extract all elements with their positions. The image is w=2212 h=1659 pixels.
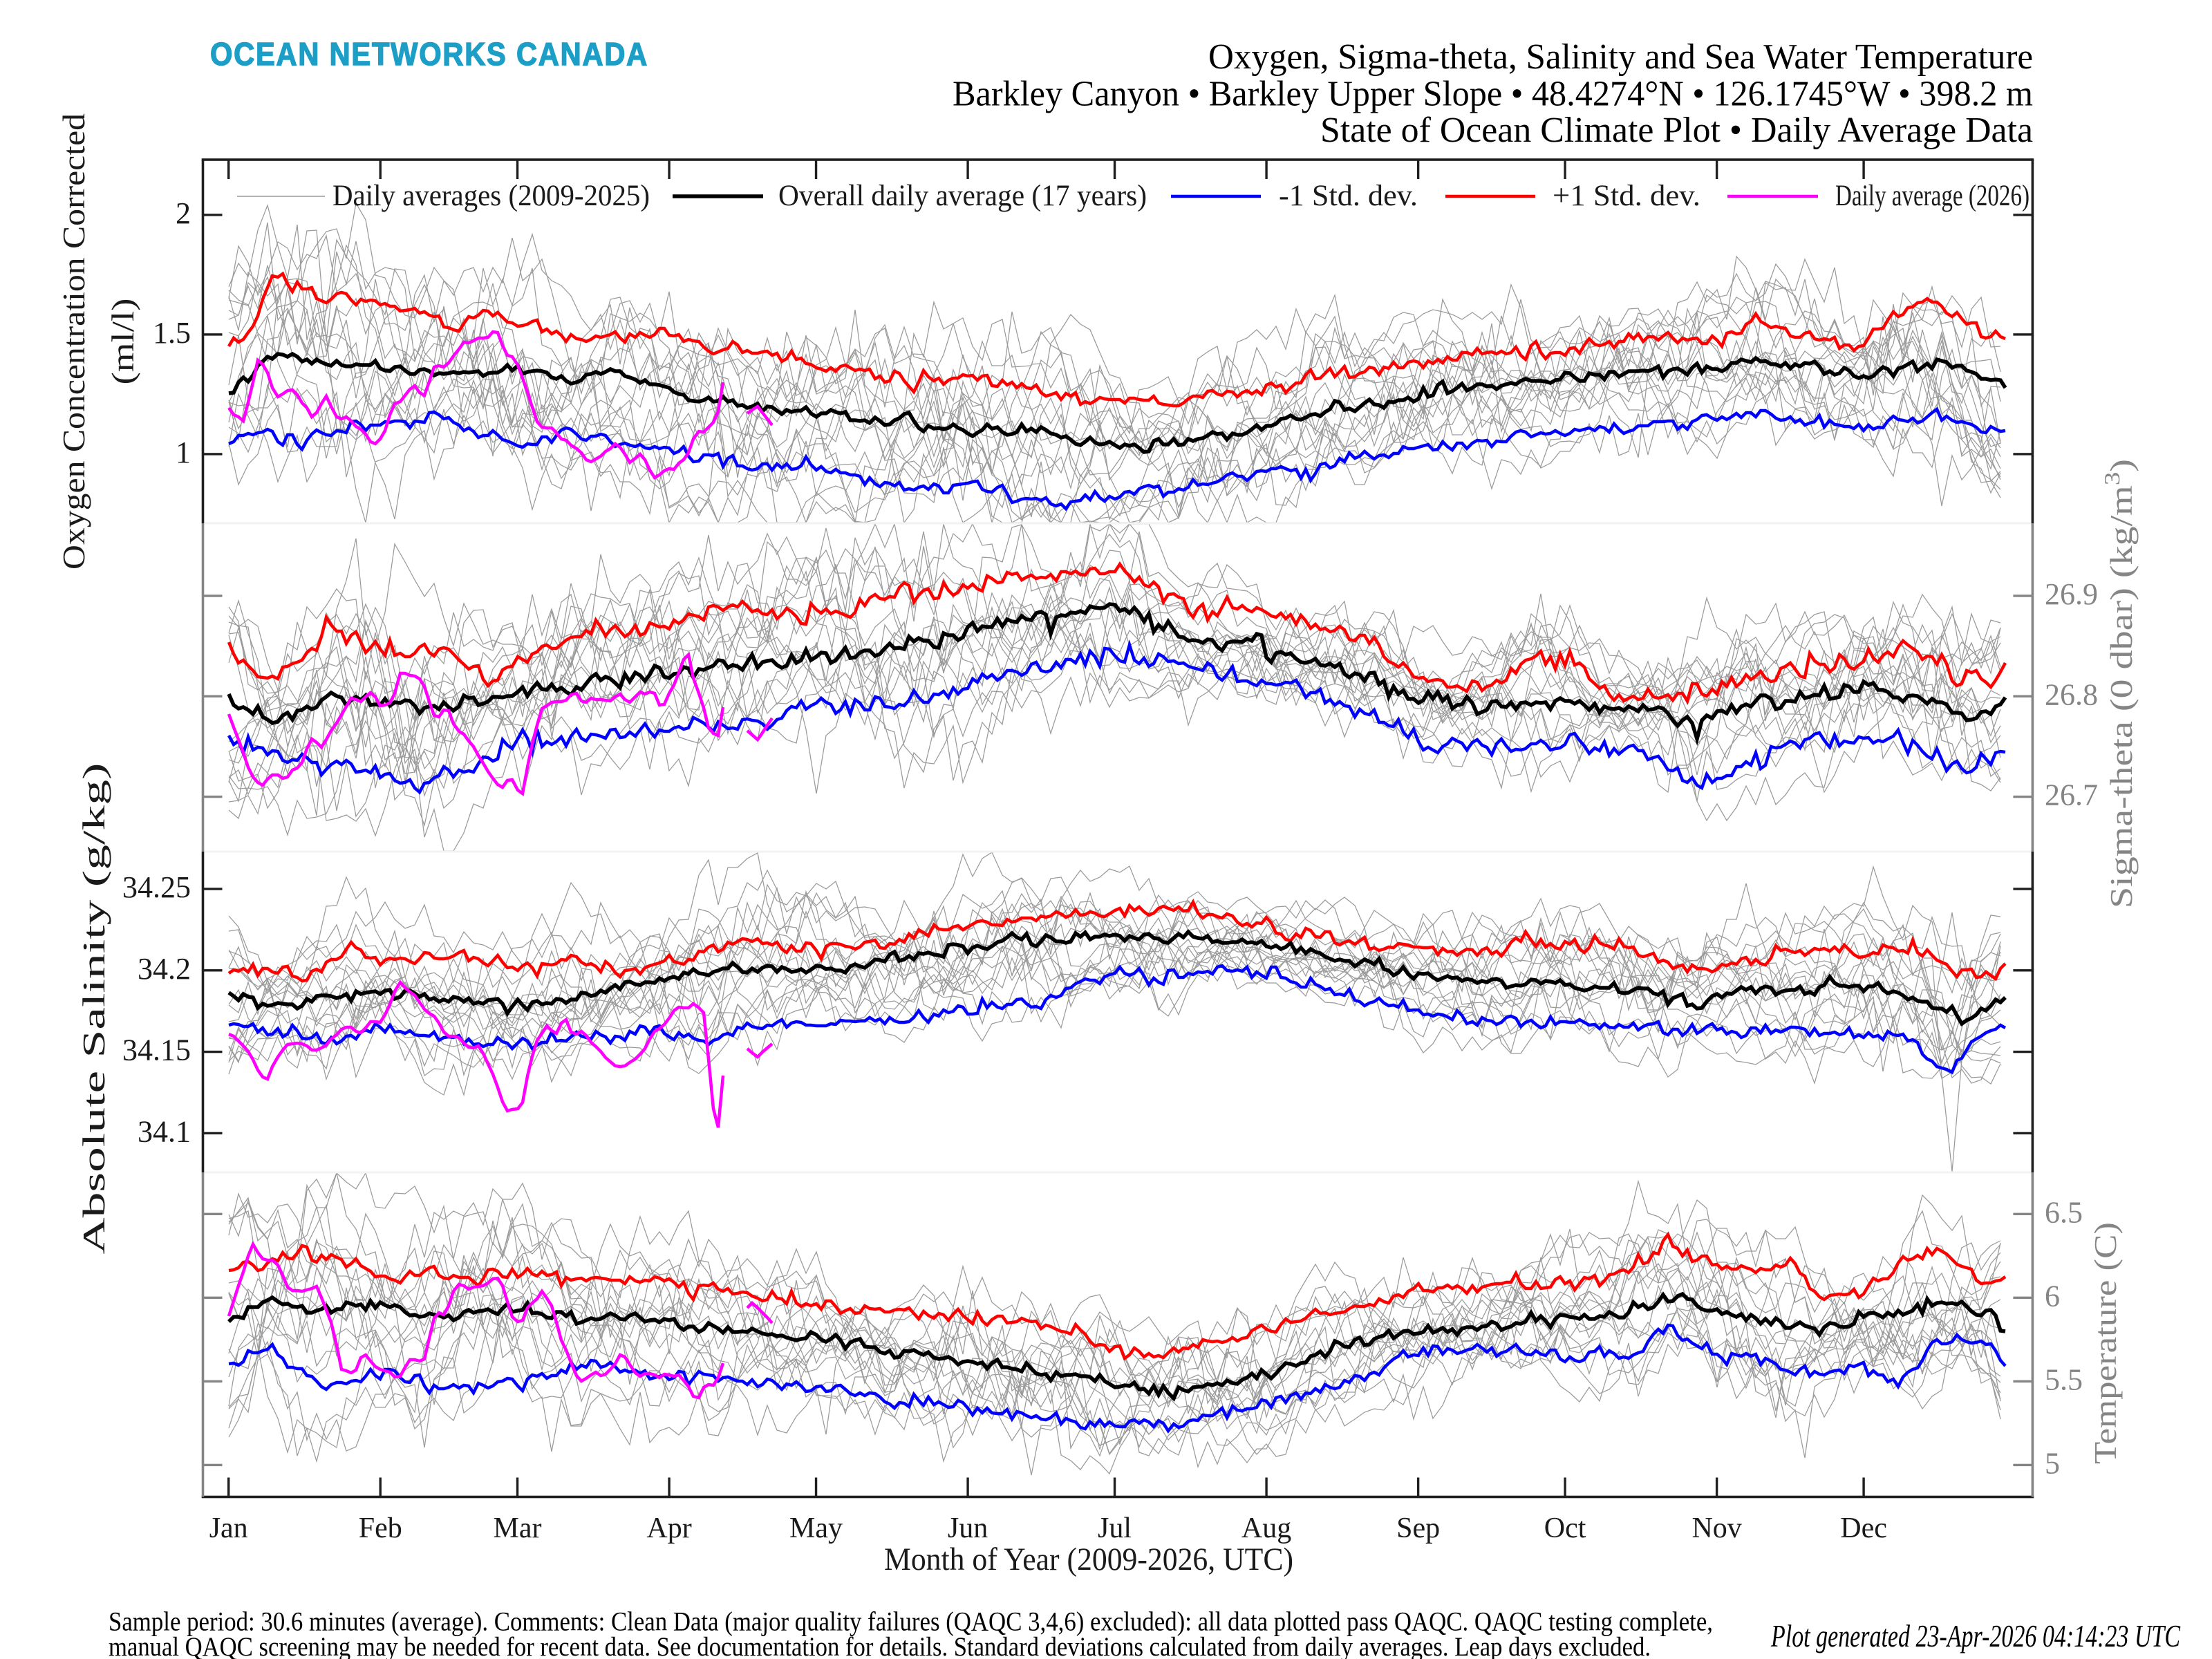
svg-text:26.7: 26.7 <box>2045 778 2098 812</box>
svg-text:Dec: Dec <box>1840 1512 1887 1544</box>
svg-text:Jun: Jun <box>948 1512 988 1544</box>
svg-text:1: 1 <box>176 435 191 469</box>
svg-text:manual QAQC screening may be n: manual QAQC screening may be needed for … <box>109 1632 1651 1659</box>
svg-text:-1 Std. dev.: -1 Std. dev. <box>1279 180 1418 212</box>
svg-text:Nov: Nov <box>1691 1512 1741 1544</box>
svg-text:1.5: 1.5 <box>153 316 191 350</box>
svg-text:Mar: Mar <box>494 1512 542 1544</box>
svg-text:26.9: 26.9 <box>2045 577 2098 611</box>
svg-text:(ml/l): (ml/l) <box>105 299 140 385</box>
svg-text:Month of Year (2009-2026, UTC): Month of Year (2009-2026, UTC) <box>884 1541 1293 1577</box>
svg-text:5.5: 5.5 <box>2045 1362 2083 1396</box>
svg-text:Sigma-theta (0 dbar) (kg/m3): Sigma-theta (0 dbar) (kg/m3) <box>2099 459 2139 908</box>
svg-text:Feb: Feb <box>359 1512 402 1544</box>
svg-text:Barkley Canyon • Barkley Upper: Barkley Canyon • Barkley Upper Slope • 4… <box>953 75 2033 114</box>
svg-text:Oxygen, Sigma-theta, Salinity: Oxygen, Sigma-theta, Salinity and Sea Wa… <box>1208 37 2033 77</box>
svg-text:26.8: 26.8 <box>2045 677 2098 711</box>
svg-text:Sep: Sep <box>1396 1512 1440 1544</box>
svg-text:5: 5 <box>2045 1446 2060 1480</box>
svg-text:+1 Std. dev.: +1 Std. dev. <box>1553 180 1700 212</box>
svg-text:Daily average (2026): Daily average (2026) <box>1835 180 2030 212</box>
svg-text:Jul: Jul <box>1098 1512 1132 1544</box>
svg-text:Oxygen Concentration Corrected: Oxygen Concentration Corrected <box>56 113 91 570</box>
svg-text:6: 6 <box>2045 1279 2060 1313</box>
svg-text:34.25: 34.25 <box>122 870 191 904</box>
svg-text:Oct: Oct <box>1544 1512 1586 1544</box>
svg-text:Jan: Jan <box>209 1512 248 1544</box>
svg-text:State of Ocean Climate Plot •: State of Ocean Climate Plot • Daily Aver… <box>1320 111 2033 150</box>
svg-text:Apr: Apr <box>646 1512 691 1544</box>
svg-text:6.5: 6.5 <box>2045 1195 2083 1229</box>
svg-text:Overall daily average (17 year: Overall daily average (17 years) <box>778 180 1147 212</box>
svg-text:34.2: 34.2 <box>138 952 191 986</box>
svg-text:Daily averages (2009-2025): Daily averages (2009-2025) <box>332 180 650 212</box>
svg-text:Aug: Aug <box>1241 1512 1291 1544</box>
svg-text:May: May <box>789 1512 843 1544</box>
svg-text:34.15: 34.15 <box>122 1033 191 1067</box>
svg-text:OCEAN NETWORKS CANADA: OCEAN NETWORKS CANADA <box>210 36 648 72</box>
svg-text:34.1: 34.1 <box>138 1114 191 1148</box>
svg-text:Temperature (C): Temperature (C) <box>2088 1222 2123 1464</box>
svg-text:Sample period: 30.6 minutes (a: Sample period: 30.6 minutes (average). C… <box>109 1606 1713 1636</box>
svg-text:Absolute Salinity (g/kg): Absolute Salinity (g/kg) <box>76 763 111 1255</box>
svg-text:Plot generated 23-Apr-2026 04:: Plot generated 23-Apr-2026 04:14:23 UTC <box>1770 1618 2181 1653</box>
svg-text:2: 2 <box>176 196 191 230</box>
